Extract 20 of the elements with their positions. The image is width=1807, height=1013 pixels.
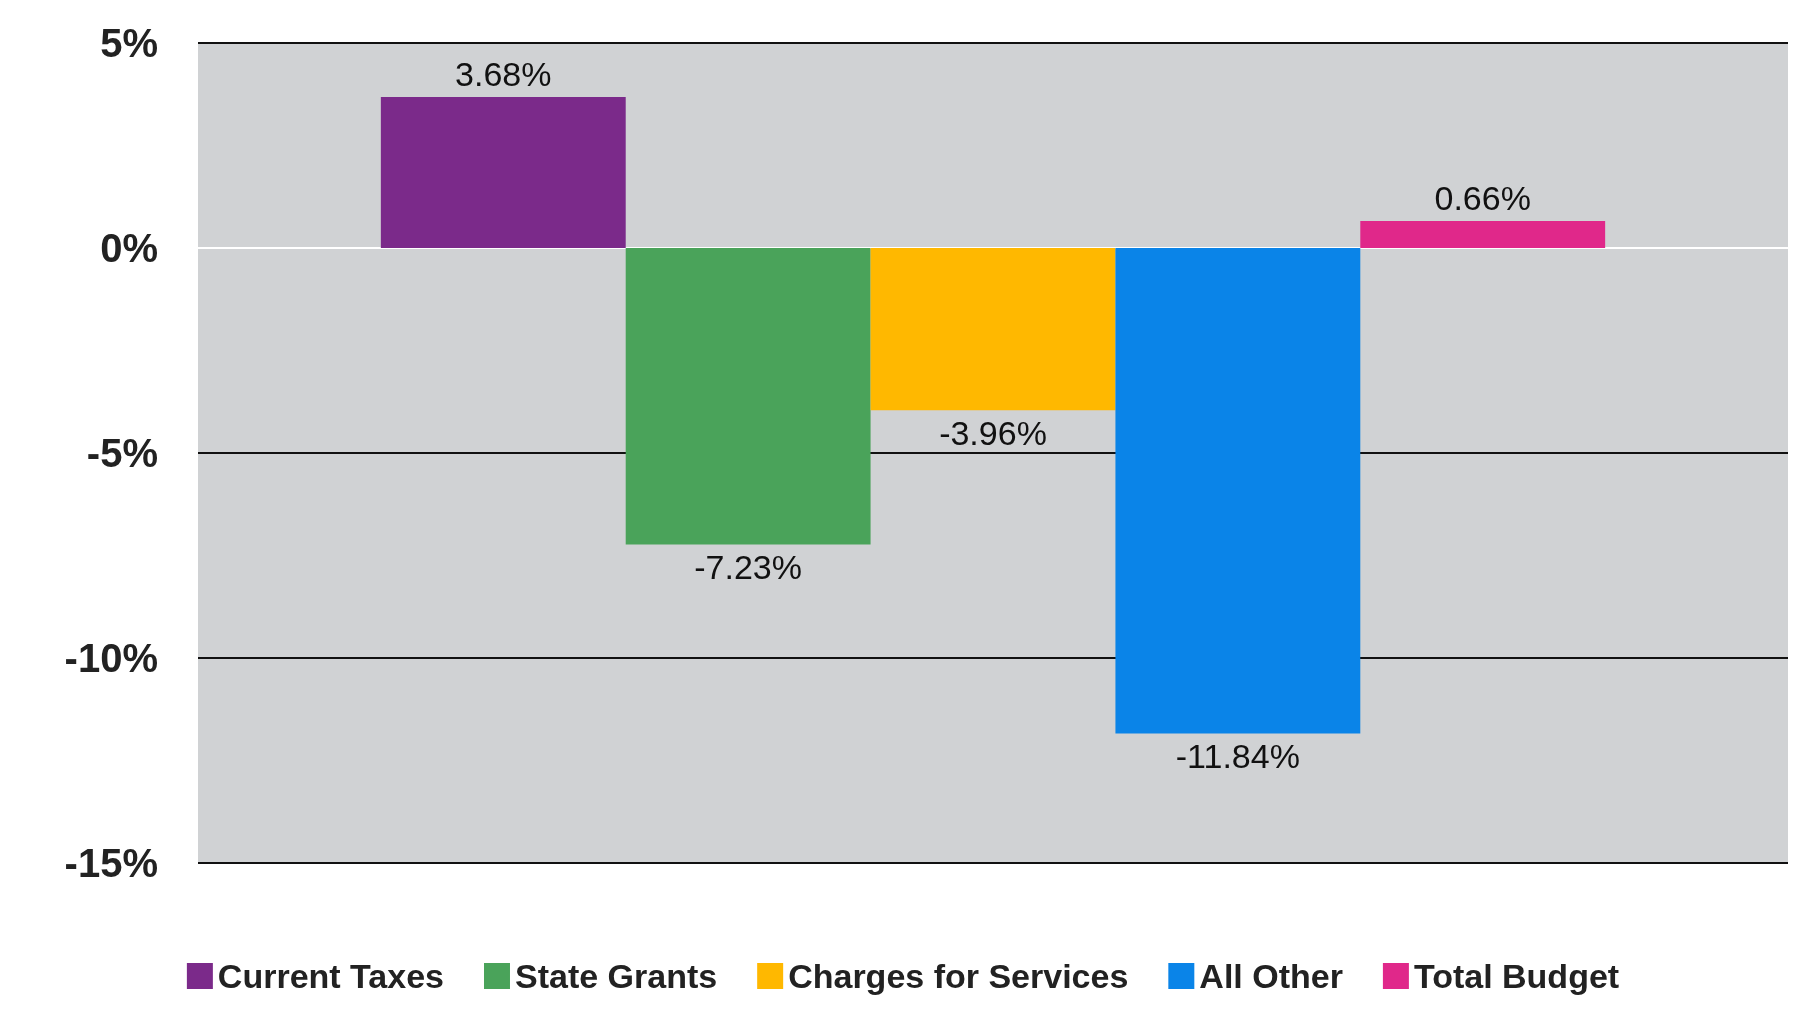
legend-label: Current Taxes — [217, 957, 444, 995]
bar — [1360, 220, 1606, 248]
data-label: -7.23% — [694, 548, 803, 587]
y-tick-label: 5% — [100, 21, 158, 65]
legend-label: Charges for Services — [788, 957, 1129, 995]
bar — [870, 248, 1116, 411]
data-label: 0.66% — [1434, 178, 1531, 217]
y-tick-label: -10% — [64, 636, 158, 680]
data-label: 3.68% — [455, 55, 552, 94]
bar — [380, 97, 626, 248]
legend-label: Total Budget — [1413, 957, 1620, 995]
legend-label: All Other — [1199, 957, 1343, 995]
y-tick-label: 0% — [100, 226, 158, 270]
legend-label: State Grants — [514, 957, 718, 995]
bar — [625, 248, 871, 545]
data-label: -11.84% — [1175, 737, 1300, 776]
y-tick-label: -5% — [86, 431, 158, 475]
bar — [1115, 248, 1361, 734]
y-tick-label: -15% — [64, 841, 158, 885]
data-label: -3.96% — [939, 414, 1047, 453]
